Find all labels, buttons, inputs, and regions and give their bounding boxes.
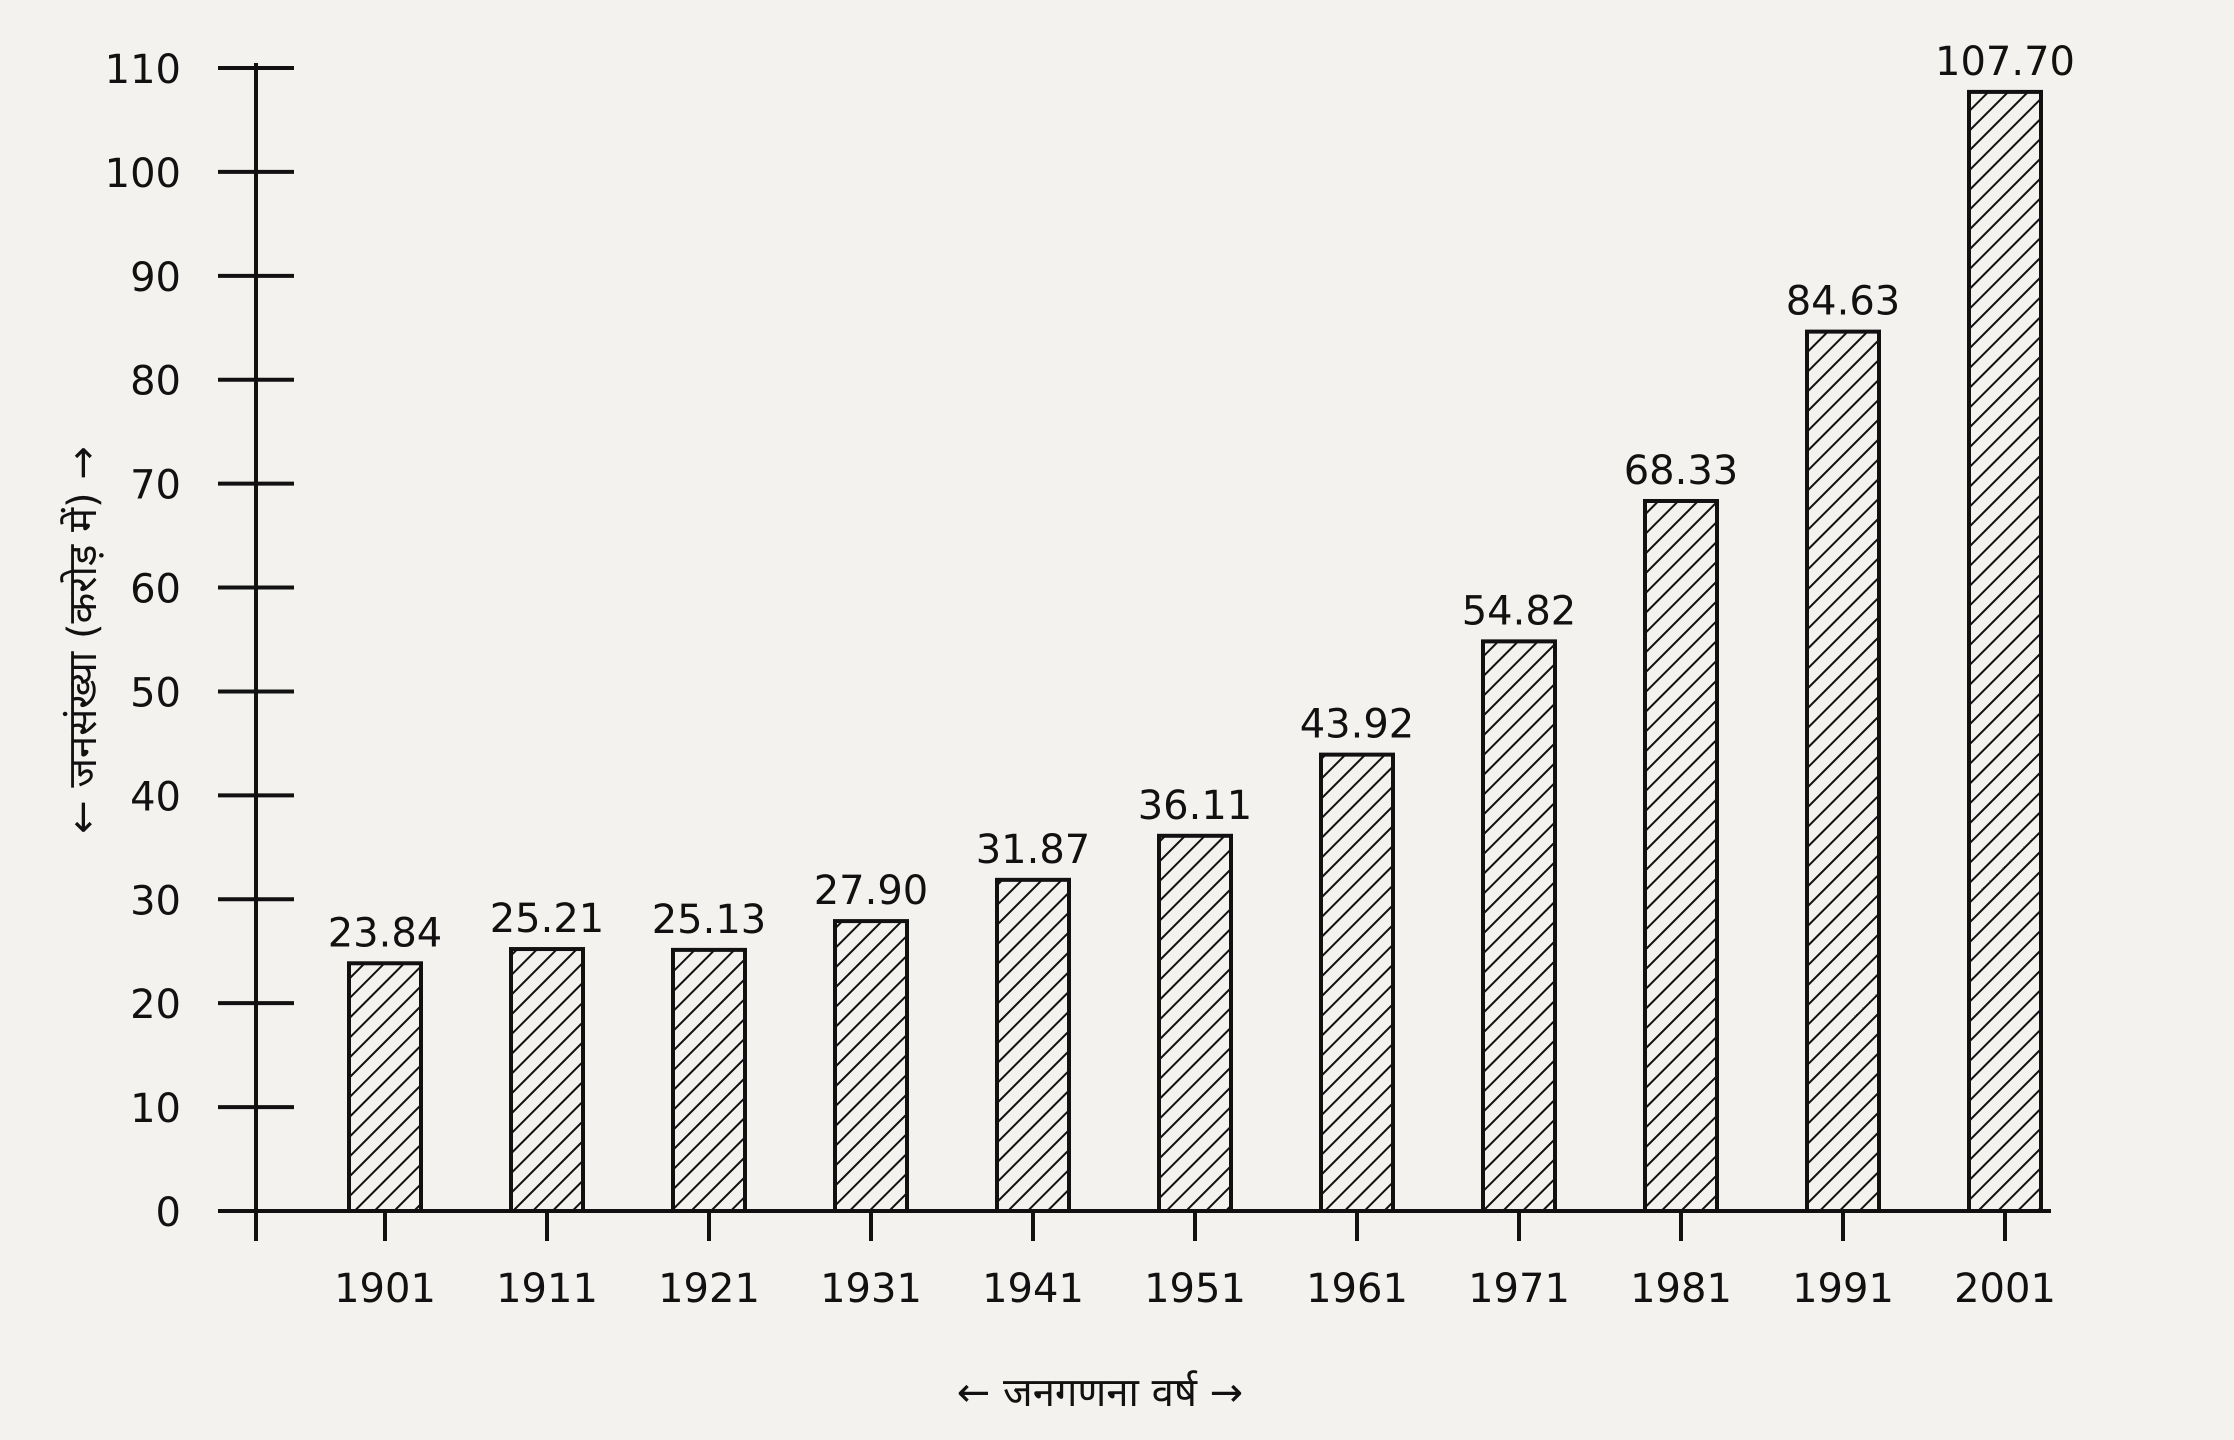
x-tick-label: 1901 xyxy=(334,1266,436,1312)
y-tick-label: 100 xyxy=(105,151,181,197)
x-tick-label: 1981 xyxy=(1630,1266,1732,1312)
value-label: 31.87 xyxy=(976,827,1091,873)
value-label: 27.90 xyxy=(814,868,929,914)
bar xyxy=(1967,89,2043,1214)
y-tick-label: 10 xyxy=(130,1086,181,1132)
value-label: 25.21 xyxy=(490,896,605,942)
bar xyxy=(1319,752,1395,1213)
bar xyxy=(509,947,585,1213)
y-tick-label: 40 xyxy=(130,774,181,820)
y-tick-label: 50 xyxy=(130,670,181,716)
value-label: 54.82 xyxy=(1462,588,1577,634)
bar xyxy=(1643,498,1719,1213)
y-tick-label: 90 xyxy=(130,255,181,301)
x-tick-label: 1961 xyxy=(1306,1266,1408,1312)
value-label: 84.63 xyxy=(1786,279,1901,325)
x-tick-label: 2001 xyxy=(1954,1266,2056,1312)
y-tick-label: 60 xyxy=(130,567,181,613)
x-tick-label: 1991 xyxy=(1792,1266,1894,1312)
y-tick-label: 30 xyxy=(130,878,181,924)
bar xyxy=(833,919,909,1213)
bar xyxy=(347,961,423,1213)
x-tick-label: 1951 xyxy=(1144,1266,1246,1312)
value-label: 68.33 xyxy=(1624,448,1739,494)
x-tick-label: 1931 xyxy=(820,1266,922,1312)
x-tick-label: 1941 xyxy=(982,1266,1084,1312)
bar xyxy=(1805,329,1881,1213)
bar xyxy=(1481,639,1557,1213)
bar xyxy=(1157,833,1233,1214)
bar xyxy=(671,947,747,1213)
value-label: 36.11 xyxy=(1138,783,1253,829)
y-tick-label: 80 xyxy=(130,359,181,405)
value-label: 107.70 xyxy=(1935,39,2075,85)
value-label: 25.13 xyxy=(652,897,767,943)
x-axis-label: ← जनगणना वर्ष → xyxy=(957,1370,1243,1416)
x-tick-label: 1921 xyxy=(658,1266,760,1312)
x-tick-label: 1971 xyxy=(1468,1266,1570,1312)
y-axis-label: ← जनसंख्या (करोड़ में) → xyxy=(60,446,106,834)
y-tick-label: 110 xyxy=(105,47,181,93)
y-tick-label: 20 xyxy=(130,982,181,1028)
y-tick-label: 70 xyxy=(130,463,181,509)
bar xyxy=(995,877,1071,1213)
value-label: 43.92 xyxy=(1300,702,1415,748)
x-tick-label: 1911 xyxy=(496,1266,598,1312)
value-label: 23.84 xyxy=(328,910,443,956)
y-tick-label: 0 xyxy=(156,1190,181,1236)
